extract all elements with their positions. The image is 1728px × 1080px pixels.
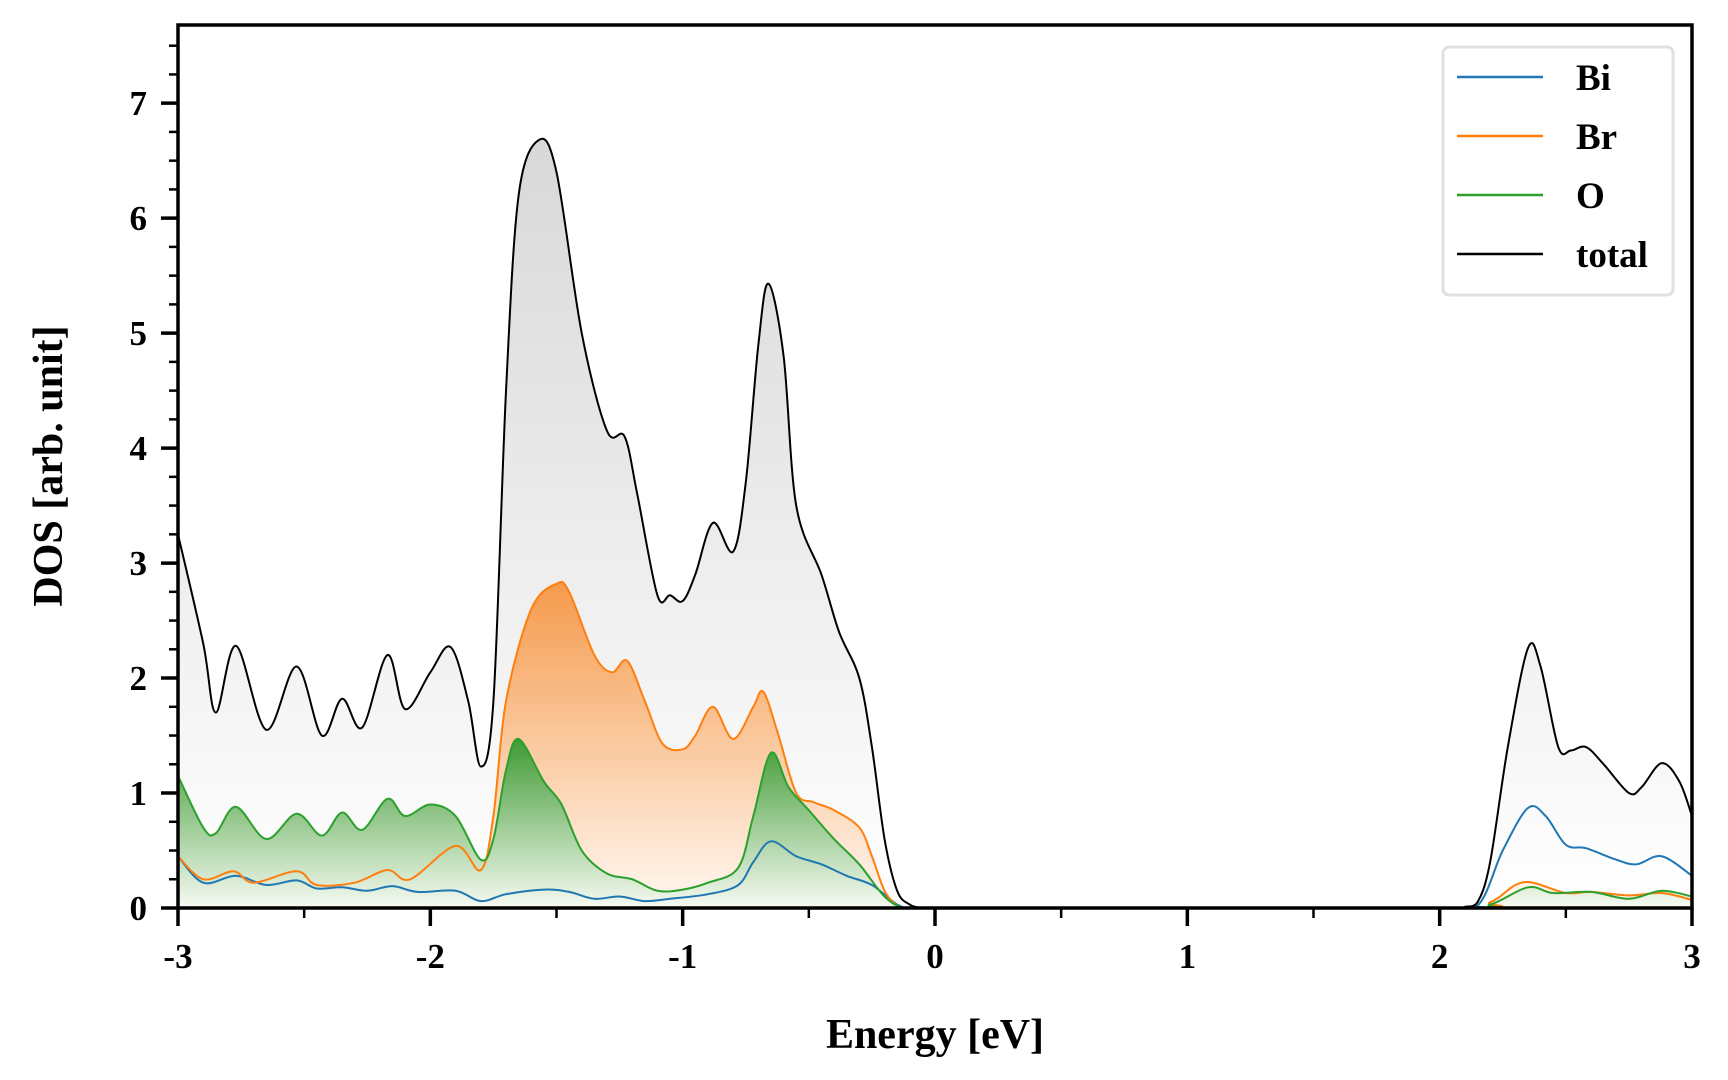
x-axis-label: Energy [eV] [826,1012,1044,1058]
y-tick-label: 7 [130,84,148,123]
x-tick-label: 0 [926,937,944,976]
y-tick-label: 3 [130,544,148,583]
y-tick-labels: 0 1 2 3 4 5 6 7 [130,84,148,928]
y-tick-label: 6 [130,199,148,238]
x-tick-label: -3 [163,937,192,976]
y-tick-label: 2 [130,659,148,698]
line-total [178,137,1692,908]
legend-frame [1441,45,1675,297]
axis-ticks [161,44,1694,926]
fill-o [178,738,1692,908]
line-bi [178,804,1692,908]
x-tick-label: -1 [668,937,697,976]
x-tick-label: -2 [416,937,445,976]
y-axis-label: DOS [arb. unit] [26,325,72,606]
y-tick-label: 5 [130,314,148,353]
y-tick-label: 4 [130,429,148,468]
x-tick-label: 3 [1683,937,1701,976]
legend-label-total: total [1576,235,1648,276]
x-tick-label: 2 [1431,937,1449,976]
y-tick-label: 1 [130,774,148,813]
x-tick-labels: -3 -2 -1 0 1 2 3 [163,937,1700,976]
legend-label-bi: Bi [1576,58,1611,99]
area-fills [178,138,1692,908]
x-tick-label: 1 [1179,937,1197,976]
y-tick-label: 0 [130,889,148,928]
legend-label-o: O [1576,176,1605,217]
legend-label-br: Br [1576,117,1617,158]
